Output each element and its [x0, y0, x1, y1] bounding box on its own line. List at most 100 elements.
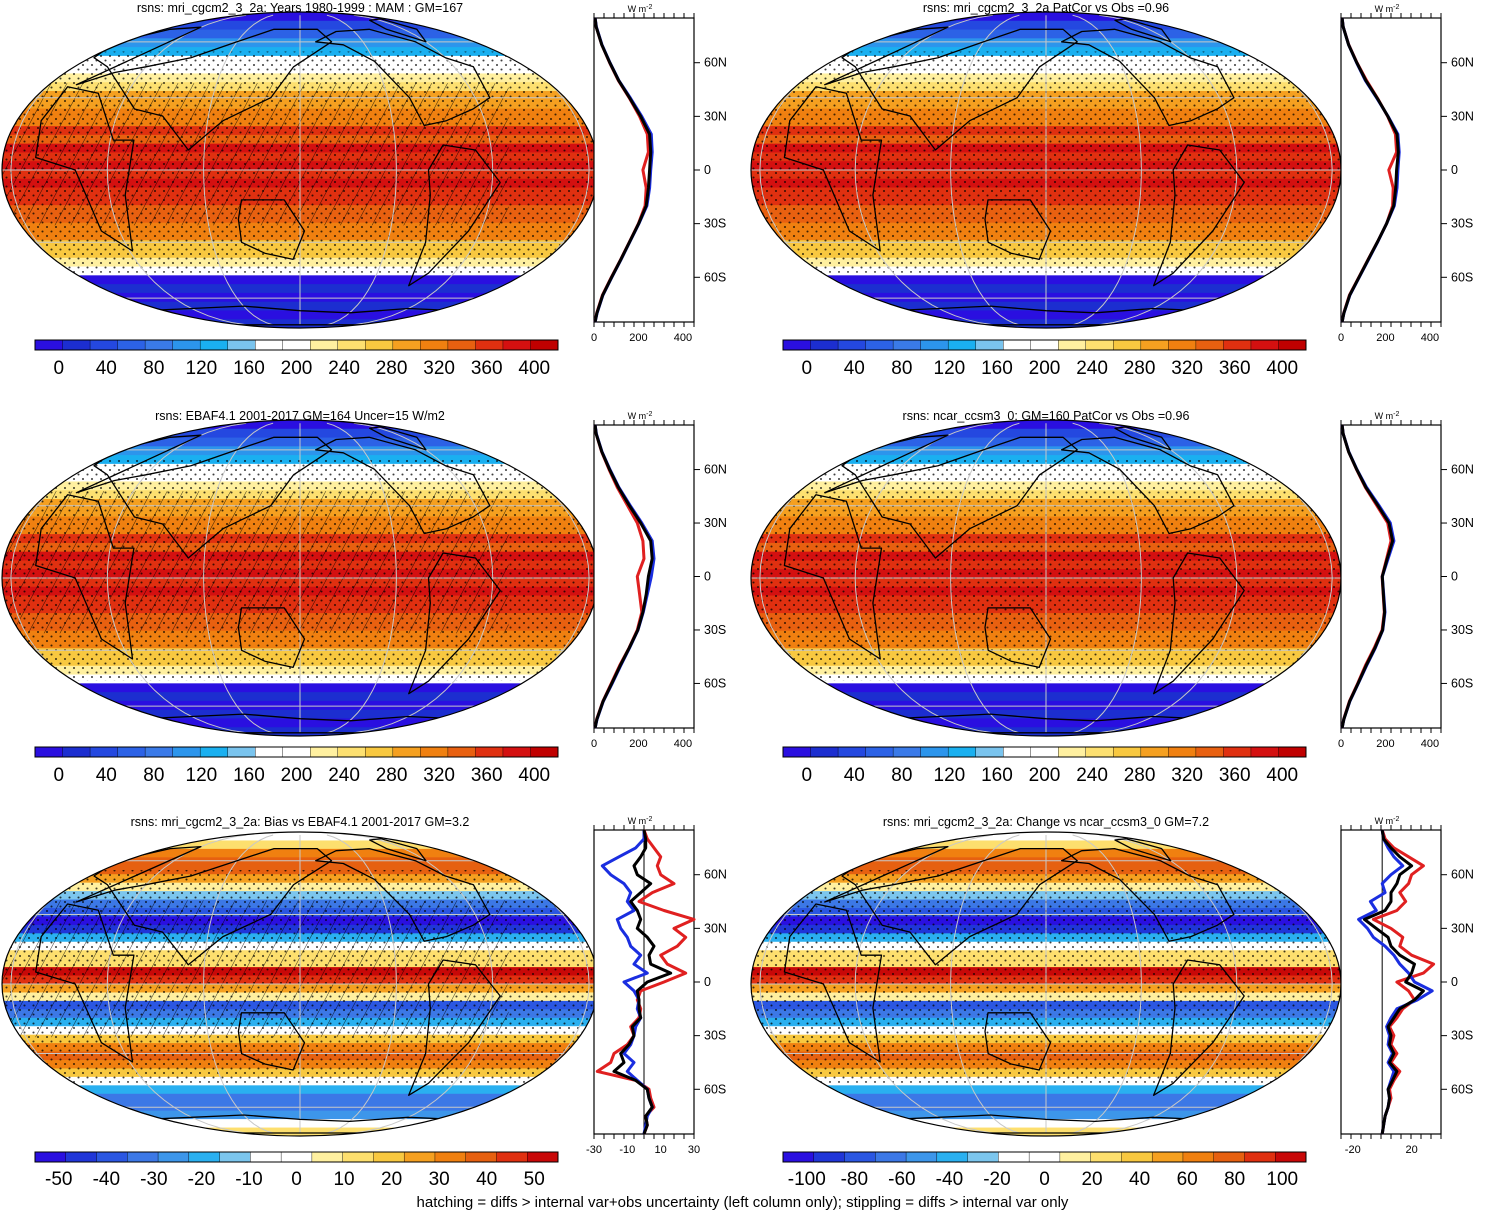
colorbar-tick-label: 160: [981, 358, 1013, 379]
colorbar-swatch: [530, 339, 559, 351]
panel-title: rsns: mri_cgcm2_3_2a: Change vs ncar_ccs…: [883, 815, 1209, 829]
colorbar-swatch: [144, 339, 174, 351]
profile-ytick-label: 0: [1451, 570, 1458, 584]
colorbar-swatch: [255, 746, 284, 758]
profile-units: W m-2: [1375, 4, 1400, 14]
colorbar-tick-label: 120: [186, 765, 218, 786]
colorbar-swatch: [117, 339, 146, 351]
colorbar-swatch: [782, 339, 812, 351]
colorbar: -100 -80 -60 -40 -20 0 20 40 60 80 100: [782, 1151, 1307, 1190]
colorbar-tick-label: 160: [233, 358, 265, 379]
colorbar-swatch: [844, 1151, 876, 1163]
colorbar-tick-label: 120: [934, 358, 966, 379]
profile-ytick-label: 60N: [1451, 868, 1474, 882]
colorbar-tick-label: 160: [233, 765, 265, 786]
profile-ytick-label: 60S: [1451, 1082, 1473, 1096]
zonal-profile: W m-2 -30 -10 10 30 60N 30N 0 30S 60S: [586, 816, 727, 1156]
profile-ytick-label: 60N: [1451, 463, 1474, 477]
colorbar-tick-label: 240: [1076, 765, 1108, 786]
colorbar-swatch: [403, 1151, 436, 1163]
colorbar-swatch: [280, 1151, 313, 1163]
colorbar-tick-label: 30: [429, 1169, 450, 1190]
colorbar-swatch: [1030, 339, 1059, 351]
colorbar-swatch: [837, 339, 867, 351]
colorbar-tick-label: 200: [281, 765, 313, 786]
profile-ytick-label: 30S: [704, 623, 726, 637]
colorbar-swatch: [475, 339, 504, 351]
colorbar-swatch: [250, 1151, 282, 1163]
colorbar-tick-label: -100: [788, 1169, 826, 1190]
colorbar-swatch: [1151, 1151, 1184, 1163]
profile-ytick-label: 60S: [704, 1082, 726, 1096]
colorbar-swatch: [465, 1151, 497, 1163]
zonal-profile: W m-2 0 200 400 60N 30N 0 30S 60S: [1338, 411, 1474, 750]
colorbar-swatch: [365, 746, 394, 758]
colorbar-swatch: [1113, 339, 1142, 351]
colorbar-tick-label: 280: [376, 765, 408, 786]
colorbar-swatch: [144, 746, 174, 758]
colorbar-tick-label: 360: [1219, 765, 1251, 786]
zonal-profile: W m-2 0 200 400 60N 30N 0 30S 60S: [591, 411, 727, 750]
colorbar-tick-label: 80: [1224, 1169, 1245, 1190]
colorbar: 0 40 80 120 160 200 240 280 320 360 400: [782, 339, 1307, 379]
colorbar-swatch: [227, 339, 256, 351]
panel-p4: rsns: ncar_ccsm3_0: GM=160 PatCor vs Obs…: [750, 409, 1474, 786]
colorbar: -50 -40 -30 -20 -10 0 10 20 30 40 50: [34, 1151, 559, 1190]
colorbar-tick-label: 80: [143, 358, 164, 379]
colorbar: 0 40 80 120 160 200 240 280 320 360 400: [34, 746, 559, 786]
colorbar-tick-label: 280: [1124, 765, 1156, 786]
colorbar-swatch: [1030, 746, 1059, 758]
map-field: [2, 832, 598, 1136]
colorbar-tick-label: 240: [328, 358, 360, 379]
colorbar-swatch: [1140, 746, 1169, 758]
colorbar-tick-label: 120: [934, 765, 966, 786]
colorbar-swatch: [127, 1151, 159, 1163]
colorbar-swatch: [420, 746, 449, 758]
colorbar-swatch: [172, 746, 201, 758]
profile-xtick-label: 0: [1338, 738, 1344, 750]
profile-units: W m-2: [1375, 411, 1400, 421]
colorbar-tick-label: 80: [891, 765, 912, 786]
colorbar-swatch: [1168, 746, 1197, 758]
colorbar-tick-label: 40: [844, 765, 865, 786]
colorbar-tick-label: 80: [891, 358, 912, 379]
profile-ytick-label: 60N: [704, 56, 727, 70]
profile-ytick-label: 30S: [1451, 623, 1473, 637]
colorbar-tick-label: 320: [1171, 358, 1203, 379]
colorbar-tick-label: 160: [981, 765, 1013, 786]
colorbar-tick-label: 400: [518, 358, 550, 379]
profile-ytick-label: 30N: [704, 921, 727, 935]
colorbar-swatch: [89, 746, 119, 758]
colorbar-swatch: [1003, 746, 1032, 758]
colorbar-swatch: [373, 1151, 405, 1163]
colorbar-tick-label: 0: [53, 358, 64, 379]
profile-ytick-label: 60N: [704, 868, 727, 882]
colorbar-swatch: [865, 746, 894, 758]
colorbar-swatch: [255, 339, 284, 351]
colorbar-swatch: [365, 339, 394, 351]
colorbar-tick-label: 320: [423, 765, 455, 786]
profile-ytick-label: 0: [704, 975, 711, 989]
profile-ytick-label: 60S: [1451, 270, 1473, 284]
colorbar-swatch: [1059, 1151, 1092, 1163]
panel-p5: rsns: mri_cgcm2_3_2a: Bias vs EBAF4.1 20…: [1, 815, 727, 1190]
colorbar-swatch: [1121, 1151, 1153, 1163]
profile-ytick-label: 0: [1451, 163, 1458, 177]
colorbar-swatch: [892, 746, 922, 758]
colorbar-tick-label: 360: [471, 765, 503, 786]
profile-xtick-label: 400: [674, 332, 692, 344]
colorbar-tick-label: 320: [423, 358, 455, 379]
colorbar-swatch: [475, 746, 504, 758]
colorbar-tick-label: 0: [1039, 1169, 1050, 1190]
profile-ytick-label: 60S: [704, 676, 726, 690]
colorbar-swatch: [1028, 1151, 1061, 1163]
profile-ytick-label: 30N: [704, 516, 727, 530]
colorbar-swatch: [62, 746, 91, 758]
colorbar-swatch: [1223, 746, 1252, 758]
colorbar-swatch: [310, 746, 339, 758]
colorbar-swatch: [1250, 339, 1279, 351]
colorbar-swatch: [1140, 339, 1169, 351]
colorbar-tick-label: -20: [983, 1169, 1010, 1190]
panel-title: rsns: mri_cgcm2_3_2a: Years 1980-1999 : …: [137, 1, 463, 15]
